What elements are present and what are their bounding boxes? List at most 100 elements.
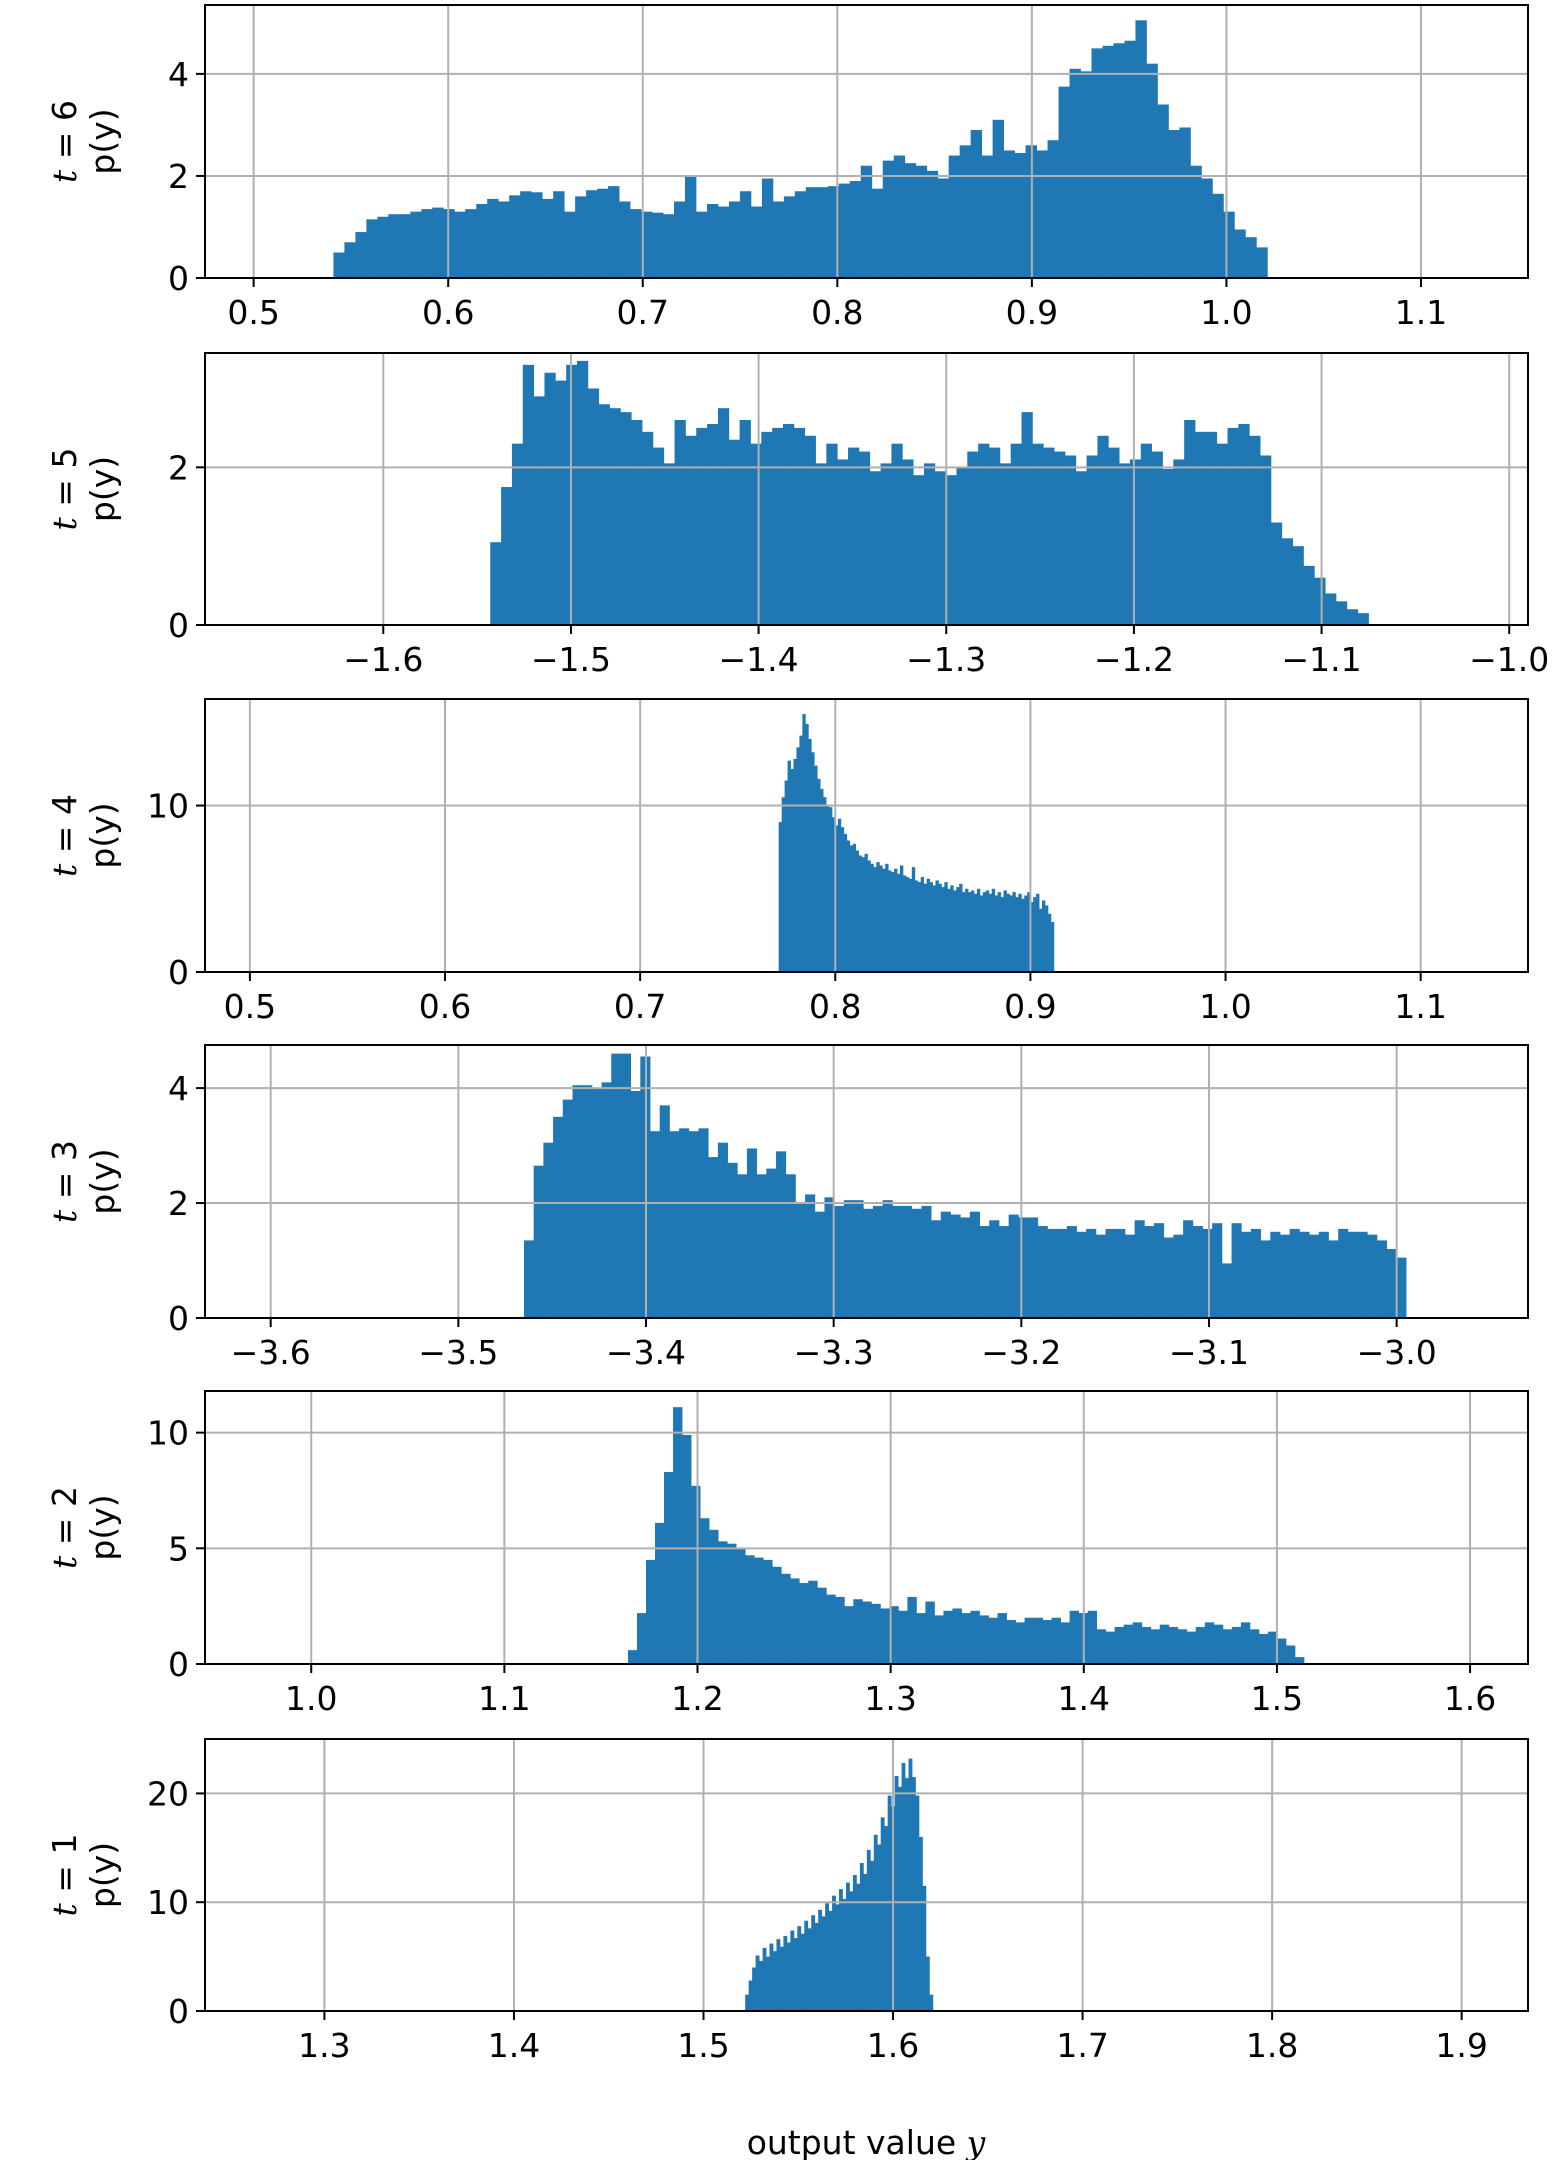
histogram-bar <box>786 1942 791 2011</box>
histogram-bar <box>1318 1231 1329 1318</box>
histogram-bar <box>708 1157 719 1318</box>
histogram-bar <box>793 427 806 625</box>
histogram-bar <box>863 1873 868 2011</box>
histogram-bar <box>805 1194 816 1318</box>
histogram-bar <box>1018 1217 1029 1318</box>
histogram-bar <box>1338 1228 1349 1318</box>
histogram-bar <box>553 191 565 278</box>
histogram-bar <box>553 1116 564 1318</box>
histogram-bar <box>1008 1214 1019 1318</box>
histogram-bar <box>543 1142 554 1318</box>
histogram-bar <box>861 857 865 972</box>
panel-time-label: t = 3 <box>45 1140 84 1223</box>
histogram-bar <box>1195 1626 1206 1664</box>
x-tick-label: −3.3 <box>794 1333 874 1372</box>
histogram-bar <box>997 892 1001 972</box>
histogram-bar <box>709 1529 719 1664</box>
histogram-bar <box>894 1775 899 2011</box>
histogram-bar <box>1168 130 1180 278</box>
histogram-bar <box>1105 1631 1116 1664</box>
histogram-bar <box>1258 1633 1269 1664</box>
histogram-bar <box>755 1955 760 2011</box>
x-tick-label: 1.0 <box>285 1679 337 1718</box>
histogram-bar <box>858 451 871 625</box>
histogram-bar <box>1140 443 1153 625</box>
histogram-bar <box>838 183 851 278</box>
histogram-bar <box>837 459 849 625</box>
histogram-bar <box>736 1548 746 1664</box>
histogram-bar <box>524 1240 535 1318</box>
histogram-bar <box>1080 71 1092 278</box>
axes-frame <box>204 352 1529 626</box>
histogram-bar <box>706 204 719 278</box>
histogram-bar <box>804 435 816 625</box>
histogram-bar <box>871 1603 881 1664</box>
histogram-bar <box>1303 565 1315 625</box>
histogram-bar <box>761 178 774 278</box>
histogram-bar <box>698 1128 709 1318</box>
histogram-bar <box>831 817 836 972</box>
histogram-bar <box>1129 459 1142 625</box>
histogram-bar <box>929 1994 934 2011</box>
histogram-bar <box>911 1777 916 2011</box>
histogram-bar <box>902 1205 913 1318</box>
histogram-bar <box>817 778 821 972</box>
histogram-bar <box>1024 895 1028 972</box>
histogram-bar <box>888 870 892 972</box>
histogram-bar <box>700 1518 710 1664</box>
histogram-bar <box>956 467 968 625</box>
histogram-bar <box>1108 447 1120 625</box>
histogram-bar <box>1162 468 1174 625</box>
histogram-bar <box>849 1891 854 2011</box>
histogram-bar <box>1058 86 1070 278</box>
histogram-bar <box>575 196 587 278</box>
histogram-bar <box>898 1786 902 2011</box>
histogram-bar <box>1154 1223 1165 1318</box>
histogram-bar <box>871 188 884 278</box>
histogram-bar <box>852 1875 857 2011</box>
x-tick-label: 0.7 <box>614 987 666 1026</box>
histogram-bar <box>1216 443 1228 625</box>
y-axis-label: p(y) <box>83 1494 122 1560</box>
histogram-bar <box>1204 1622 1215 1664</box>
x-tick-label: −3.1 <box>1169 1333 1249 1372</box>
histogram-bar <box>1086 455 1098 625</box>
histogram-bar <box>1173 459 1185 625</box>
histogram-bar <box>797 1926 802 2011</box>
histogram-bar <box>1115 1228 1126 1318</box>
histogram-bar <box>893 155 906 278</box>
histogram-bar <box>1000 897 1004 972</box>
histogram-bar <box>913 475 925 625</box>
histogram-bar <box>691 1485 701 1664</box>
histogram-bar <box>824 1197 835 1318</box>
histogram-bar <box>1276 1638 1287 1664</box>
histogram-bar <box>787 760 791 972</box>
histogram-bar <box>333 252 345 278</box>
histogram-bar <box>793 758 797 972</box>
histogram-bar <box>840 827 845 972</box>
histogram-bar <box>807 1928 812 2011</box>
histogram-bar <box>892 1205 903 1318</box>
histogram-bar <box>746 1148 758 1318</box>
histogram-bar <box>968 892 972 972</box>
x-tick-label: 1.7 <box>1056 2026 1108 2065</box>
histogram-bar <box>476 204 488 278</box>
x-tick-label: −3.6 <box>231 1333 311 1372</box>
histogram-bar <box>1386 1249 1397 1318</box>
histogram-bar <box>794 191 807 278</box>
histogram-bar <box>555 380 567 625</box>
histogram-bar <box>940 1211 951 1318</box>
y-tick-label: 4 <box>168 55 189 94</box>
histogram-bar <box>799 1583 809 1664</box>
histogram-bar <box>832 1895 836 2011</box>
histogram-bar <box>1163 1237 1174 1318</box>
x-tick-label: 1.0 <box>1200 293 1252 332</box>
histogram-bar <box>994 895 999 972</box>
histogram-bar <box>814 765 818 972</box>
histogram-bar <box>641 211 653 278</box>
histogram-bar <box>923 883 928 972</box>
histogram-bar <box>783 196 796 278</box>
histogram-bar <box>344 242 356 278</box>
axes-frame <box>204 1044 1529 1319</box>
histogram-bar <box>1124 1234 1136 1318</box>
